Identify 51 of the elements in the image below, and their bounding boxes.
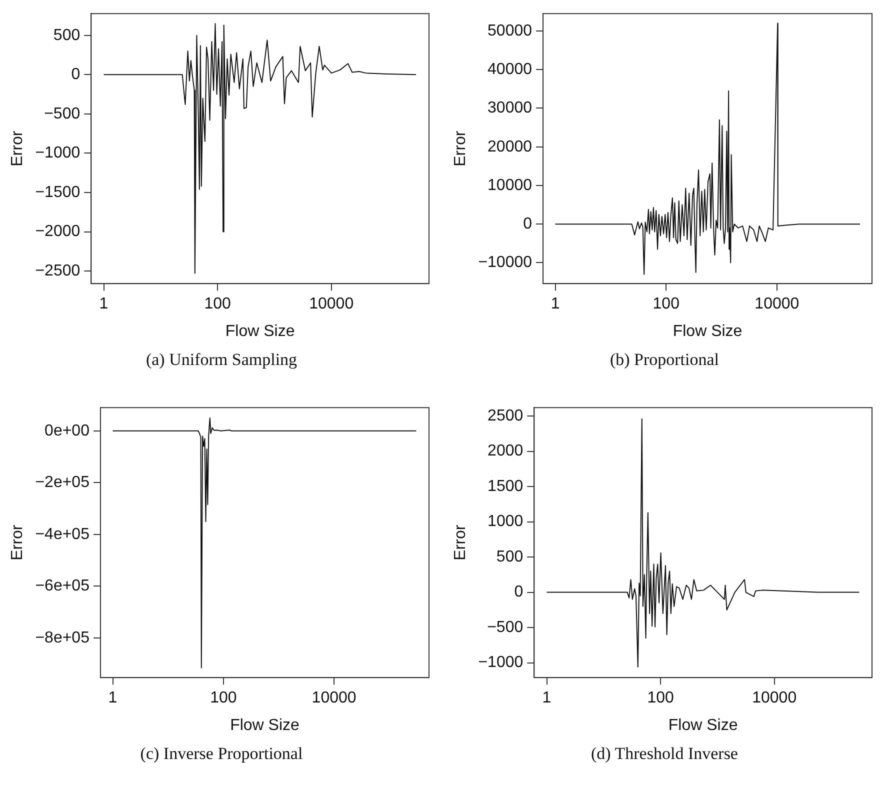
text: (a) Uniform Sampling (144, 350, 298, 370)
y-tick-label: −6e+05 (35, 578, 90, 595)
y-tick-label: −2500 (35, 262, 80, 280)
y-tick-label: 20000 (488, 138, 532, 156)
text: (c) Inverse Proportional (139, 744, 304, 764)
x-tick-label: 10000 (309, 296, 354, 313)
y-tick-label: −8e+05 (35, 629, 90, 646)
y-axis-title: Error (9, 524, 26, 560)
y-tick-label: −2000 (35, 223, 80, 240)
y-tick-label: 1500 (488, 478, 524, 495)
x-tick-label: 1 (542, 690, 552, 707)
y-tick-label: 500 (53, 26, 80, 44)
y-tick-label: 0 (523, 216, 532, 233)
x-axis-title: Flow Size (672, 322, 742, 340)
x-tick-label: 1 (108, 690, 118, 707)
y-tick-label: −500 (44, 105, 80, 122)
y-tick-label: −1000 (35, 144, 80, 162)
y-tick-label: 50000 (488, 22, 532, 40)
y-axis-title: Error (452, 130, 470, 166)
x-tick-label: 100 (204, 296, 232, 313)
y-tick-label: 0 (514, 584, 524, 601)
x-axis-title: Flow Size (230, 716, 300, 734)
y-tick-label: 30000 (488, 100, 532, 117)
y-tick-label: 40000 (488, 61, 532, 78)
y-tick-label: −4e+05 (35, 526, 90, 543)
y-tick-label: −500 (487, 618, 524, 636)
y-tick-label: −10000 (478, 254, 532, 272)
x-axis-title: Flow Size (225, 322, 295, 340)
y-tick-label: 2000 (488, 442, 524, 460)
y-tick-label: −1500 (35, 184, 80, 201)
y-tick-label: −2e+05 (35, 474, 90, 492)
x-tick-label: 1 (550, 296, 560, 313)
y-tick-label: 0 (71, 66, 80, 84)
x-axis-title: Flow Size (668, 716, 738, 734)
x-tick-label: 10000 (754, 296, 800, 313)
x-tick-label: 100 (647, 690, 674, 707)
y-tick-label: 0e+00 (44, 422, 90, 440)
text: (b) Proportional (608, 350, 720, 370)
x-tick-label: 1 (99, 296, 108, 313)
text: (d) Threshold Inverse (590, 744, 739, 764)
x-tick-label: 100 (210, 690, 237, 707)
x-tick-label: 100 (652, 296, 680, 313)
x-tick-label: 10000 (312, 690, 356, 707)
y-axis-title: Error (452, 524, 470, 560)
y-tick-label: 10000 (488, 176, 532, 194)
y-tick-label: −1000 (478, 654, 524, 672)
y-axis-title: Error (9, 130, 26, 166)
y-tick-label: 1000 (488, 513, 524, 530)
y-tick-label: 2500 (488, 407, 524, 424)
y-tick-label: 500 (496, 548, 524, 566)
x-tick-label: 10000 (752, 690, 797, 707)
